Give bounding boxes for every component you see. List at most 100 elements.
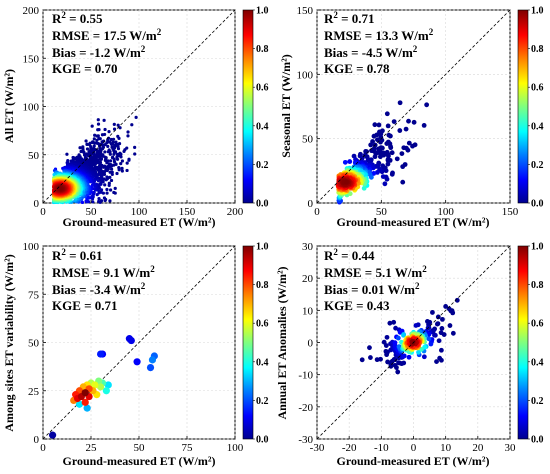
colorbar	[242, 9, 254, 204]
colorbar-tick-label: 0.6	[531, 319, 544, 330]
scatter-point	[109, 137, 113, 142]
scatter-point	[117, 136, 121, 141]
scatter-point	[109, 178, 114, 183]
scatter-point	[130, 123, 134, 127]
scatter-point	[115, 157, 120, 161]
scatter-point	[389, 171, 395, 177]
scatter-point	[105, 187, 109, 192]
rmse-stat: RMSE = 13.3 W/m2	[324, 27, 434, 43]
scatter-point	[102, 118, 106, 122]
scatter-point	[405, 147, 411, 153]
panel-all: 0 50 100 150 200 0 50 100 150 200 Ground-measure…	[2, 5, 269, 229]
scatter-point	[400, 179, 406, 185]
colorbar-tick-label: 1.0	[531, 242, 544, 253]
r2-superscript: 2	[333, 10, 338, 20]
scatter-point	[82, 150, 86, 154]
scatter-point	[101, 154, 105, 158]
scatter-point	[378, 356, 383, 362]
scatter-point	[368, 355, 373, 360]
colorbar-tick-label: 0.6	[256, 83, 269, 94]
rmse-stat: RMSE = 9.1 W/m2	[52, 264, 155, 280]
scatter-point	[386, 153, 391, 159]
scatter-point	[103, 183, 107, 187]
y-tick-label: 0	[308, 338, 314, 350]
colorbar-tick-label: 1.0	[256, 6, 269, 17]
colorbar-tick-label: 0.0	[531, 199, 544, 210]
scatter-point	[122, 149, 126, 154]
x-tick-label: -20	[342, 442, 357, 454]
scatter-point	[75, 400, 84, 408]
scatter-point	[400, 164, 406, 170]
rmse-superscript: 2	[157, 27, 162, 37]
scatter-point	[101, 171, 105, 175]
scatter-point	[108, 152, 112, 156]
bias-value: Bias = -4.5 W/m	[324, 45, 413, 60]
scatter-point	[374, 169, 380, 175]
y-tick-labels: -30 -20 -10 0 10 20 30	[298, 241, 320, 446]
r2-value: = 0.55	[66, 11, 103, 26]
scatter-point	[434, 321, 440, 327]
y-tick-label: 150	[297, 5, 314, 17]
x-tick-label: 0	[411, 442, 417, 454]
y-tick-labels: 0 50 100 150 200	[23, 5, 46, 210]
rmse-superscript: 2	[429, 27, 434, 37]
scatter-point	[430, 310, 435, 315]
r2-superscript: 2	[61, 10, 66, 20]
scatter-point	[411, 119, 417, 125]
scatter-point	[432, 332, 437, 338]
scatter-point	[112, 152, 116, 156]
y-tick-label: 25	[28, 386, 40, 398]
scatter-point	[133, 145, 137, 149]
scatter-point	[85, 147, 90, 151]
scatter-point	[133, 152, 137, 156]
kge-stat: KGE = 0.78	[324, 61, 390, 76]
scatter-point	[112, 157, 116, 161]
y-tick-label: 75	[28, 289, 40, 301]
y-tick-label: 100	[23, 241, 40, 253]
r2-value: = 0.71	[338, 11, 375, 26]
scatter-point	[410, 143, 415, 149]
scatter-point	[377, 154, 383, 160]
scatter-point	[113, 143, 117, 148]
scatter-point	[120, 166, 124, 170]
scatter-point	[114, 140, 118, 144]
x-tick-label: 100	[131, 206, 148, 218]
scatter-point	[382, 181, 388, 187]
scatter-point	[434, 359, 439, 364]
y-tick-label: 10	[302, 305, 314, 317]
scatter-point	[119, 161, 123, 166]
y-tick-labels: 0 25 50 75 100	[23, 241, 46, 446]
scatter-point	[426, 336, 432, 342]
colorbar-tick-label: 0.6	[256, 319, 269, 330]
scatter-point	[383, 343, 389, 348]
colorbar-tick-labels: 0.0 0.2 0.4 0.6 0.8 1.0	[253, 6, 269, 210]
colorbar-tick-label: 0.4	[531, 121, 544, 132]
scatter-point	[384, 334, 390, 340]
scatter-point	[96, 122, 101, 126]
x-tick-label: 200	[227, 206, 244, 218]
scatter-point	[112, 190, 116, 195]
bias-superscript: 2	[415, 281, 420, 291]
scatter-points	[49, 335, 158, 439]
scatter-point	[126, 134, 130, 138]
x-tick-label: -30	[310, 442, 325, 454]
colorbar-tick-label: 0.0	[256, 199, 269, 210]
colorbar-tick-label: 0.4	[256, 121, 269, 132]
scatter-points	[335, 100, 430, 205]
bias-stat: Bias = -3.4 W/m2	[52, 281, 146, 297]
colorbar-tick-label: 0.2	[531, 160, 544, 171]
scatter-point	[395, 369, 401, 375]
y-axis-label: Seasonal ET (W/m²)	[279, 54, 293, 157]
scatter-point	[424, 102, 430, 108]
x-tick-labels: 0 25 50 75 100	[40, 436, 244, 454]
r2-label: R	[324, 11, 334, 26]
scatter-point	[112, 122, 116, 126]
scatter-point	[391, 319, 397, 325]
scatter-point	[403, 126, 409, 132]
bias-value: Bias = -1.2 W/m	[52, 45, 141, 60]
x-tick-label: 10	[440, 442, 452, 454]
y-tick-label: 0	[34, 198, 40, 210]
x-tick-labels: 0 50 100 150	[314, 200, 519, 218]
scatter-point	[107, 130, 111, 134]
scatter-point	[392, 357, 398, 362]
